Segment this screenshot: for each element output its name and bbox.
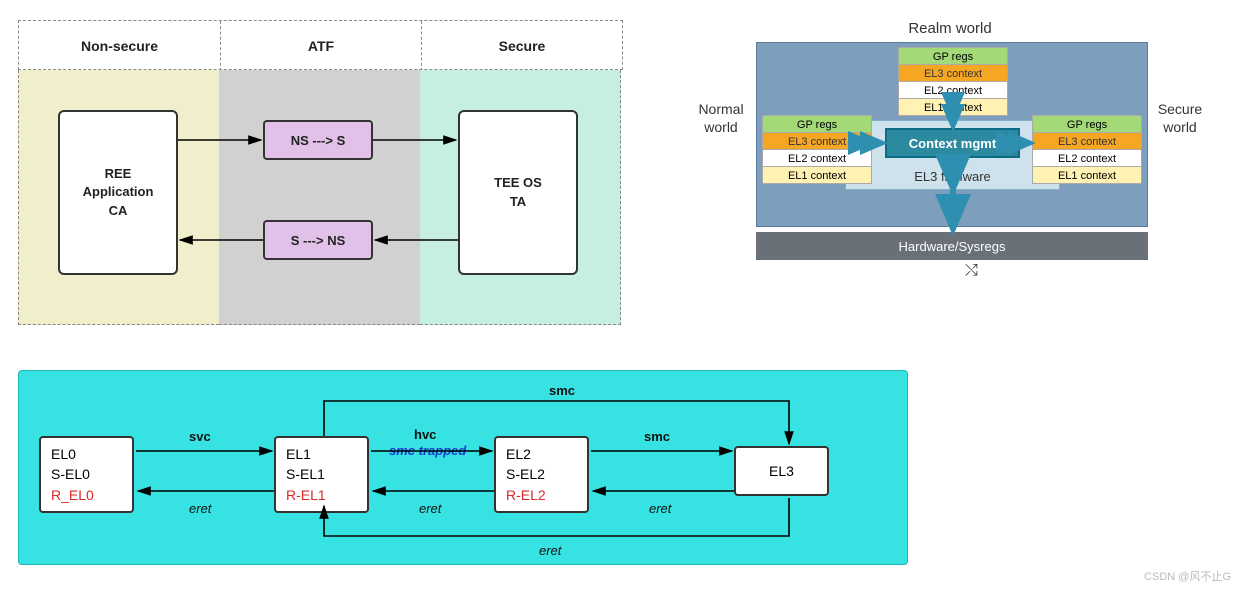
el3-l1: EL3 bbox=[769, 461, 794, 481]
eret-label-4: eret bbox=[539, 543, 561, 558]
zone-atf-header: ATF bbox=[220, 21, 421, 71]
zone-header-row: Non-secure ATF Secure bbox=[18, 20, 623, 70]
s-to-ns-box: S ---> NS bbox=[263, 220, 373, 260]
ctx-row-gp: GP regs bbox=[762, 115, 872, 133]
ctx-row-gp: GP regs bbox=[898, 47, 1008, 65]
el1-box: EL1 S-EL1 R-EL1 bbox=[274, 436, 369, 513]
svc-label: svc bbox=[189, 429, 211, 444]
el3-box: EL3 bbox=[734, 446, 829, 496]
smc-label-2: smc bbox=[549, 383, 575, 398]
normal-world-label: Normal world bbox=[690, 100, 752, 136]
realm-title: Realm world bbox=[690, 20, 1210, 37]
zone-secure-header: Secure bbox=[421, 21, 622, 71]
ctx-row-gp: GP regs bbox=[1032, 115, 1142, 133]
diagram-realm-world: Realm world Normal world Secure world EL… bbox=[690, 20, 1210, 270]
smc-label-1: smc bbox=[644, 429, 670, 444]
el0-l2: S-EL0 bbox=[51, 464, 122, 484]
ctx-row-el2: EL2 context bbox=[898, 81, 1008, 99]
hardware-bar: Hardware/Sysregs bbox=[756, 232, 1148, 260]
ctx-stack-right: GP regs EL3 context EL2 context EL1 cont… bbox=[1032, 116, 1142, 184]
ree-box: REE Application CA bbox=[58, 110, 178, 275]
context-mgmt-box: Context mgmt bbox=[885, 128, 1020, 158]
hvc-label: hvc bbox=[414, 427, 436, 442]
smc-trapped-label: smc trapped bbox=[389, 443, 466, 458]
eret-label-3: eret bbox=[649, 501, 671, 516]
ctx-row-el3: EL3 context bbox=[1032, 132, 1142, 150]
ctx-row-el3: EL3 context bbox=[898, 64, 1008, 82]
ctx-row-el3: EL3 context bbox=[762, 132, 872, 150]
ctx-row-el1: EL1 context bbox=[1032, 166, 1142, 184]
zone-nonsecure-header: Non-secure bbox=[19, 21, 220, 71]
secure-world-label: Secure world bbox=[1150, 100, 1210, 136]
ctx-row-el2: EL2 context bbox=[762, 149, 872, 167]
el2-box: EL2 S-EL2 R-EL2 bbox=[494, 436, 589, 513]
ctx-row-el2: EL2 context bbox=[1032, 149, 1142, 167]
el0-l3: R_EL0 bbox=[51, 485, 122, 505]
eret-label-1: eret bbox=[189, 501, 211, 516]
zone-atf-col bbox=[219, 70, 420, 325]
el1-l2: S-EL1 bbox=[286, 464, 357, 484]
watermark: CSDN @风不止G bbox=[1144, 568, 1231, 584]
ctx-stack-left: GP regs EL3 context EL2 context EL1 cont… bbox=[762, 116, 872, 184]
el2-l3: R-EL2 bbox=[506, 485, 577, 505]
tee-box: TEE OS TA bbox=[458, 110, 578, 275]
el0-box: EL0 S-EL0 R_EL0 bbox=[39, 436, 134, 513]
el2-l2: S-EL2 bbox=[506, 464, 577, 484]
zone-body: REE Application CA NS ---> S S ---> NS T… bbox=[18, 70, 623, 325]
el2-l1: EL2 bbox=[506, 444, 577, 464]
eret-label-2: eret bbox=[419, 501, 441, 516]
ns-to-s-box: NS ---> S bbox=[263, 120, 373, 160]
cursor-icon: ⤭ bbox=[965, 262, 978, 280]
ctx-stack-top: GP regs EL3 context EL2 context EL1 cont… bbox=[898, 48, 1008, 116]
el1-l3: R-EL1 bbox=[286, 485, 357, 505]
el1-l1: EL1 bbox=[286, 444, 357, 464]
el0-l1: EL0 bbox=[51, 444, 122, 464]
diagram-exception-levels: EL0 S-EL0 R_EL0 EL1 S-EL1 R-EL1 EL2 S-EL… bbox=[18, 370, 908, 565]
ctx-row-el1: EL1 context bbox=[898, 98, 1008, 116]
ctx-row-el1: EL1 context bbox=[762, 166, 872, 184]
diagram-tee-flow: Non-secure ATF Secure REE Application CA… bbox=[18, 20, 623, 330]
